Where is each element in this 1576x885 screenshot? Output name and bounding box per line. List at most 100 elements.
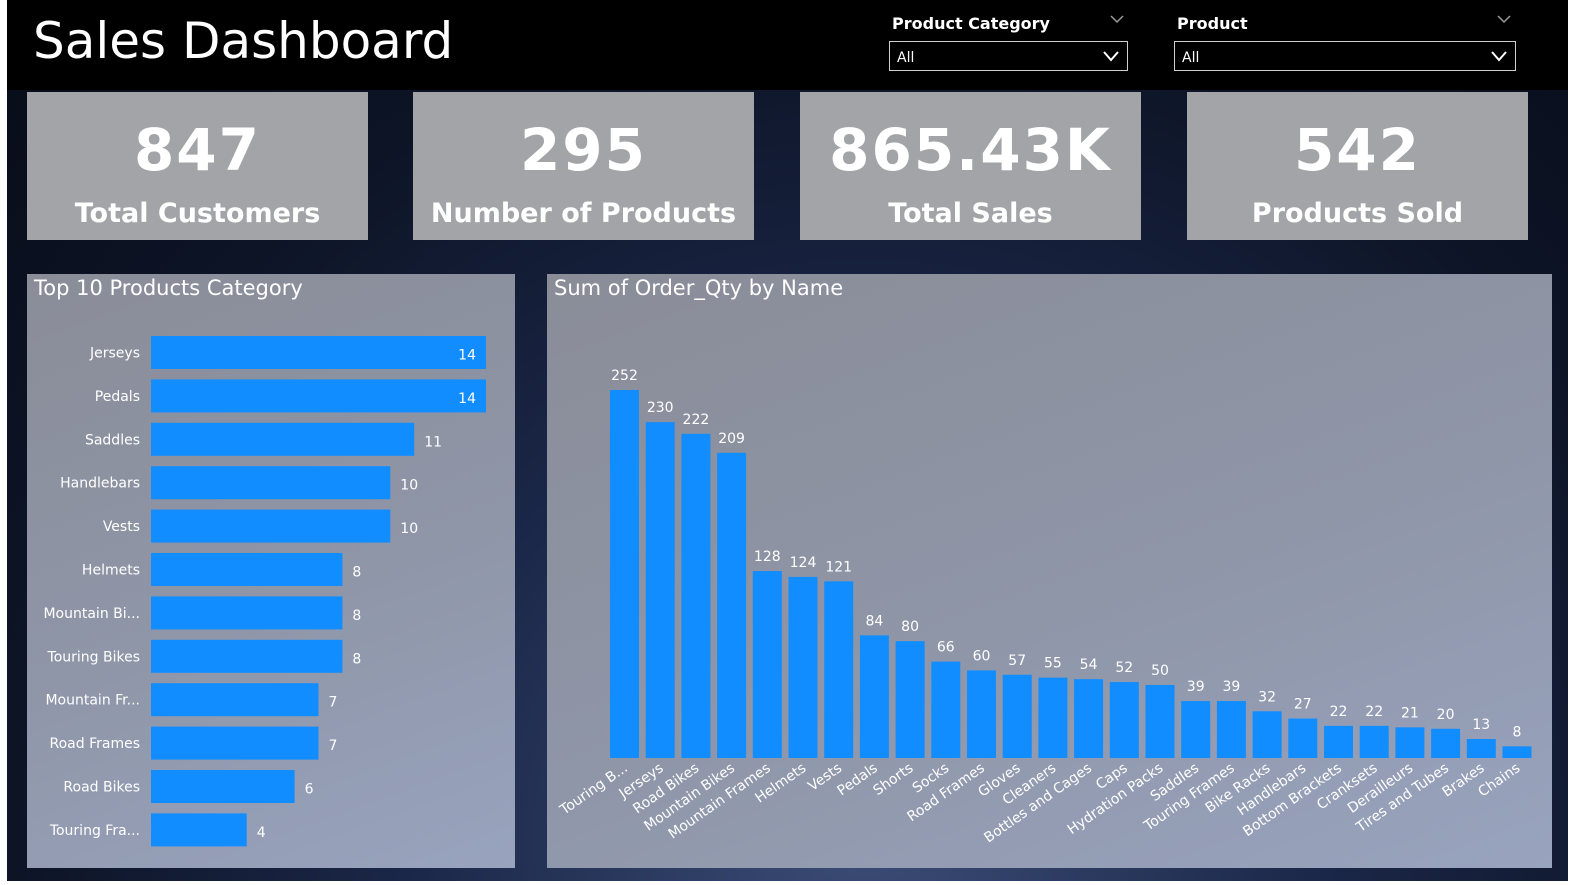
product-slicer[interactable]: Product All [1163, 8, 1526, 90]
bar[interactable] [752, 571, 782, 758]
chevron-down-icon[interactable] [1110, 14, 1124, 24]
category-label: Road Bikes [63, 780, 140, 796]
data-label: 52 [1115, 660, 1133, 676]
chart-title: Top 10 Products Category [34, 276, 303, 300]
bar[interactable] [1431, 728, 1461, 758]
bar[interactable] [151, 813, 247, 847]
data-label: 50 [1151, 663, 1169, 679]
data-label: 7 [329, 738, 338, 754]
bar[interactable] [151, 726, 319, 760]
bar[interactable] [1324, 725, 1353, 758]
kpi-card-products-sold: 542 Products Sold [1187, 92, 1528, 240]
kpi-label: Total Customers [74, 198, 321, 229]
chevron-down-icon [1491, 51, 1507, 62]
product-category-slicer[interactable]: Product Category All [878, 8, 1140, 90]
data-label: 7 [329, 695, 338, 711]
data-label: 13 [1472, 717, 1490, 733]
data-label: 8 [352, 565, 361, 581]
product-category-dropdown[interactable]: All [889, 41, 1128, 71]
top-products-category-chart[interactable]: Top 10 Products Category Jerseys 14 Pedals… [27, 274, 515, 868]
bar[interactable] [1109, 682, 1139, 758]
bar[interactable] [151, 422, 415, 456]
data-label: 128 [754, 549, 781, 565]
kpi-label: Number of Products [430, 198, 737, 229]
data-label: 55 [1044, 656, 1062, 672]
bar[interactable] [610, 390, 639, 758]
data-label: 14 [458, 348, 476, 364]
bar[interactable] [681, 433, 711, 758]
bar[interactable] [1181, 701, 1211, 758]
bar[interactable] [895, 641, 925, 758]
bar[interactable] [151, 509, 391, 543]
bar[interactable] [1002, 674, 1032, 758]
category-label: Road Frames [50, 736, 141, 752]
product-dropdown[interactable]: All [1174, 41, 1516, 71]
bar[interactable] [1252, 711, 1282, 758]
kpi-value: 542 [1293, 116, 1422, 184]
data-label: 32 [1258, 689, 1276, 705]
dropdown-value: All [1182, 50, 1200, 66]
category-label: Helmets [82, 563, 140, 579]
bar[interactable] [1038, 677, 1068, 758]
category-label: Touring Fra... [49, 823, 140, 839]
category-label: Vests [103, 519, 140, 535]
bar[interactable] [1216, 701, 1246, 758]
bar[interactable] [788, 576, 818, 758]
data-label: 124 [790, 555, 817, 571]
category-label: Pedals [834, 760, 880, 799]
chevron-down-icon [1103, 51, 1119, 62]
bar[interactable] [1502, 746, 1532, 758]
chart-title: Sum of Order_Qty by Name [554, 276, 844, 300]
data-label: 121 [825, 559, 852, 575]
bar[interactable] [824, 581, 854, 758]
kpi-value: 865.43K [829, 116, 1112, 184]
category-label: Saddles [85, 432, 140, 448]
bar[interactable] [151, 596, 343, 630]
bar[interactable] [151, 379, 486, 413]
data-label: 66 [937, 640, 955, 656]
data-label: 39 [1187, 679, 1205, 695]
dropdown-value: All [897, 50, 915, 66]
data-label: 80 [901, 619, 919, 635]
kpi-card-total-sales: 865.43K Total Sales [800, 92, 1141, 240]
bar[interactable] [151, 336, 486, 369]
data-label: 10 [400, 478, 418, 494]
bar[interactable] [1466, 739, 1496, 758]
data-label: 11 [424, 434, 442, 450]
horizontal-bar-chart: Jerseys 14 Pedals 14 Saddles 11 Handlebars 10 Ve… [43, 336, 486, 847]
data-label: 39 [1222, 679, 1240, 695]
bar[interactable] [151, 639, 343, 673]
bar[interactable] [1395, 727, 1425, 758]
kpi-value: 847 [133, 116, 262, 184]
bar[interactable] [931, 661, 961, 758]
chevron-down-icon[interactable] [1497, 14, 1511, 24]
bar[interactable] [151, 770, 295, 803]
data-label: 14 [458, 391, 476, 407]
bar[interactable] [859, 635, 889, 758]
category-label: Jerseys [89, 346, 140, 362]
bar[interactable] [151, 683, 319, 717]
slicer-label: Product [1177, 14, 1248, 33]
bar[interactable] [1145, 684, 1175, 758]
bar[interactable] [1074, 679, 1104, 758]
bar[interactable] [717, 452, 747, 758]
kpi-label: Total Sales [888, 198, 1053, 229]
data-label: 22 [1330, 704, 1348, 720]
kpi-card-total-customers: 847 Total Customers [27, 92, 368, 240]
data-label: 27 [1294, 697, 1312, 713]
data-label: 8 [352, 651, 361, 667]
bar[interactable] [151, 553, 343, 586]
order-qty-by-name-chart[interactable]: Sum of Order_Qty by Name 252 Touring B...… [547, 274, 1552, 868]
category-label: Shorts [870, 760, 916, 799]
data-label: 222 [683, 412, 710, 428]
slicer-label: Product Category [892, 14, 1050, 33]
category-label: Touring Bikes [47, 649, 140, 665]
category-label: Handlebars [60, 476, 140, 492]
bar[interactable] [645, 422, 675, 758]
bar[interactable] [151, 466, 391, 500]
data-label: 84 [865, 613, 883, 629]
data-label: 209 [718, 431, 745, 447]
bar[interactable] [967, 670, 996, 758]
bar[interactable] [1359, 725, 1389, 758]
bar[interactable] [1288, 718, 1318, 758]
